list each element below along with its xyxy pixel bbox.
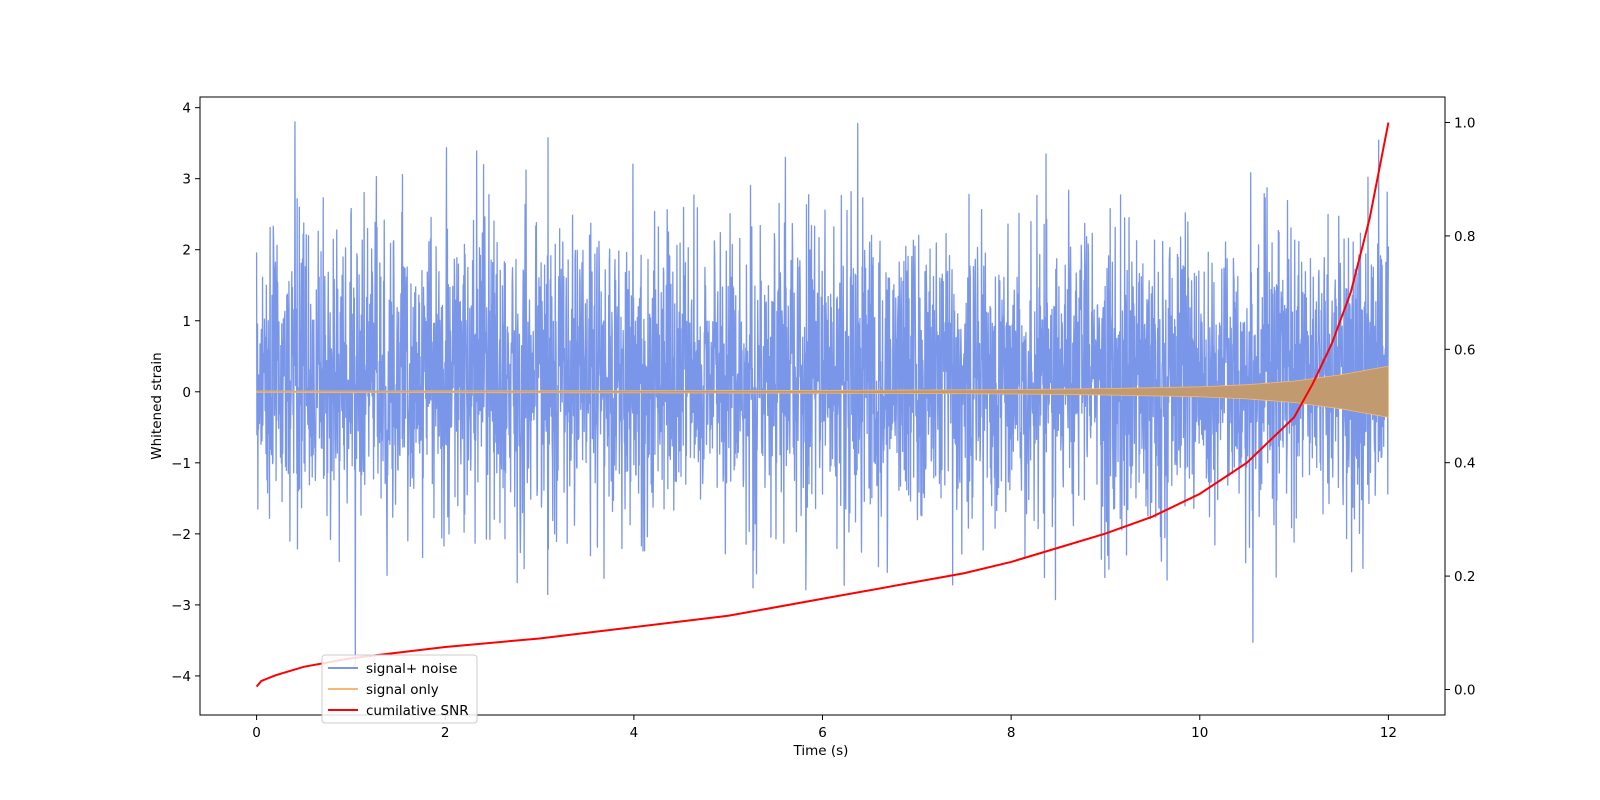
y2-tick-label: 0.4 xyxy=(1454,456,1475,472)
y2-tick-label: 0.0 xyxy=(1454,682,1475,698)
y2-tick-label: 1.0 xyxy=(1454,116,1475,132)
x-tick-label: 4 xyxy=(630,725,639,741)
legend-frame xyxy=(321,654,478,724)
x-axis: 0 2 4 6 8 10 12 xyxy=(252,715,1397,741)
x-tick-label: 10 xyxy=(1191,725,1208,741)
y-tick-label: −4 xyxy=(171,669,191,685)
y-tick-label: 4 xyxy=(182,101,191,117)
y-tick-label: 3 xyxy=(182,172,191,188)
x-tick-label: 6 xyxy=(818,725,827,741)
y2-tick-label: 0.2 xyxy=(1454,569,1475,585)
series-area-signal-only xyxy=(256,365,1389,418)
legend-label-cumulative-snr: cumilative SNR xyxy=(366,703,469,719)
series-line-signal-noise xyxy=(255,121,1390,667)
y-tick-label: 0 xyxy=(182,385,191,401)
y-tick-label: −3 xyxy=(171,598,191,614)
y-axis-left: −4 −3 −2 −1 0 1 2 3 4 xyxy=(171,101,200,685)
x-tick-label: 12 xyxy=(1380,725,1397,741)
x-axis-label: Time (s) xyxy=(793,743,849,759)
y2-tick-label: 0.6 xyxy=(1454,342,1475,358)
y-tick-label: 2 xyxy=(182,243,191,259)
y-tick-label: −2 xyxy=(171,527,191,543)
y-axis-right: 0.0 0.2 0.4 0.6 0.8 1.0 xyxy=(1445,116,1475,698)
x-tick-label: 2 xyxy=(441,725,450,741)
legend-label-signal-only: signal only xyxy=(366,682,439,698)
x-tick-label: 8 xyxy=(1007,725,1016,741)
y-tick-label: 1 xyxy=(182,314,191,330)
legend: signal+ noise signal only cumilative SNR xyxy=(321,654,478,724)
y-tick-label: −1 xyxy=(171,456,191,472)
x-tick-label: 0 xyxy=(252,725,261,741)
legend-label-signal-noise: signal+ noise xyxy=(366,661,457,677)
y-axis-label: Whitened strain xyxy=(149,352,165,459)
y2-tick-label: 0.8 xyxy=(1454,229,1475,245)
